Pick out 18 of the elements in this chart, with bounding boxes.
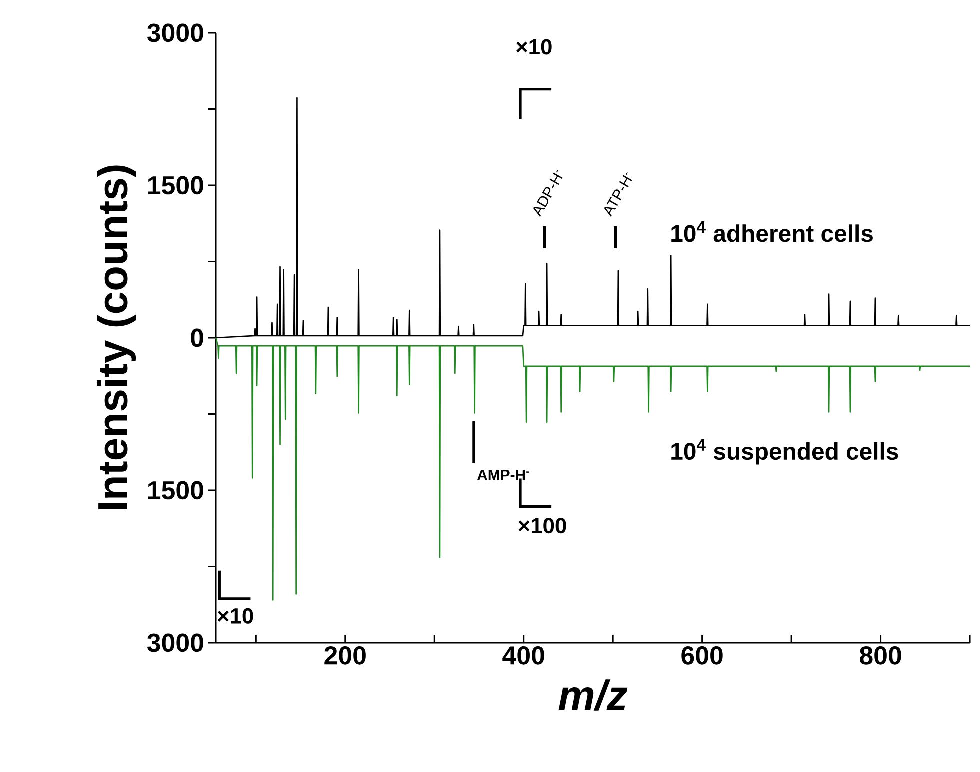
legend-label: 10$^{4}$ adherent cells <box>672 221 873 242</box>
y-tick-label: 0 <box>191 328 204 348</box>
x-tick-label: 200 <box>324 646 366 665</box>
annotation: ×100 <box>518 518 566 534</box>
x-axis-title: m/z <box>558 680 628 711</box>
x-tick-label: 400 <box>502 646 544 665</box>
annotation: ×10 <box>516 39 552 55</box>
annotation: ×10 <box>218 608 254 624</box>
y-tick-label: 3000 <box>147 634 204 652</box>
y-tick-label: 3000 <box>147 24 204 42</box>
annotation: AMP-H$^{-}$ <box>477 470 530 480</box>
x-tick-label: 800 <box>860 646 902 665</box>
x-tick-label: 600 <box>682 646 723 665</box>
y-axis-title: Intensity (counts) <box>97 166 136 510</box>
series-label: 10$^{4}$ suspended cells <box>672 439 898 465</box>
line-series <box>215 337 971 601</box>
y-tick-label: 1500 <box>148 176 204 195</box>
y-tick-label: 1500 <box>148 481 204 500</box>
